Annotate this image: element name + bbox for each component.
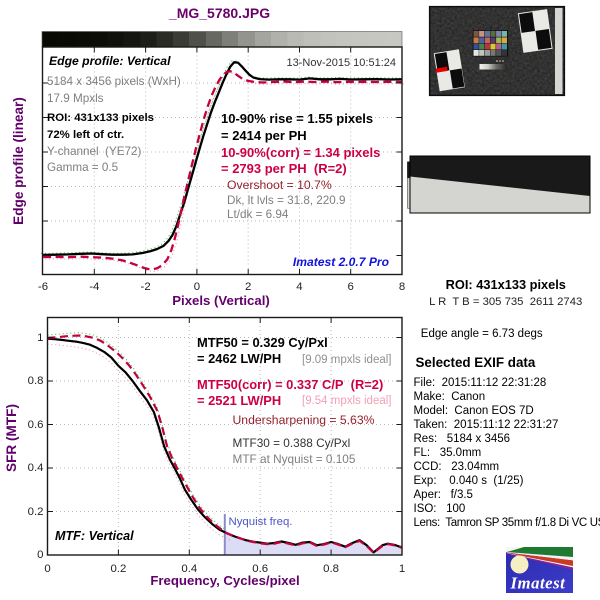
svg-text:Imatest: Imatest [510, 574, 567, 593]
